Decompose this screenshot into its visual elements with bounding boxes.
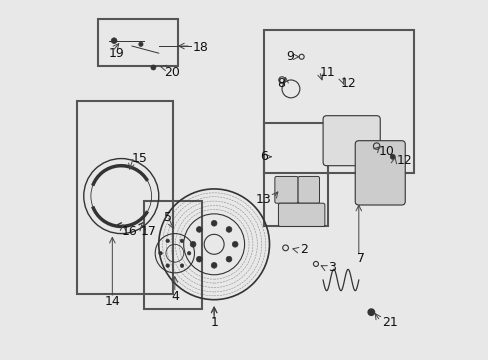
Circle shape: [367, 309, 374, 315]
Circle shape: [389, 154, 394, 159]
Bar: [264, 123, 328, 226]
Bar: [264, 30, 413, 173]
Text: 8: 8: [277, 77, 285, 90]
Circle shape: [232, 242, 238, 247]
Text: 18: 18: [192, 41, 208, 54]
Circle shape: [211, 262, 217, 268]
Bar: [144, 202, 201, 309]
Text: 4: 4: [170, 289, 179, 303]
Text: 13: 13: [255, 193, 271, 206]
Circle shape: [225, 226, 231, 232]
FancyBboxPatch shape: [323, 116, 380, 166]
Circle shape: [187, 251, 190, 255]
Text: 12: 12: [340, 77, 356, 90]
Circle shape: [165, 239, 169, 243]
Circle shape: [165, 264, 169, 267]
Text: 15: 15: [132, 152, 147, 165]
Circle shape: [159, 251, 162, 255]
Text: 16: 16: [121, 225, 137, 238]
Text: 3: 3: [328, 261, 336, 274]
Text: 19: 19: [108, 47, 124, 60]
Text: 1: 1: [210, 316, 218, 329]
Text: 6: 6: [259, 150, 267, 163]
Circle shape: [151, 65, 156, 70]
Bar: [98, 19, 178, 66]
Text: 21: 21: [381, 316, 397, 329]
Text: 7: 7: [356, 252, 364, 265]
Circle shape: [211, 220, 217, 226]
Circle shape: [196, 226, 202, 232]
Circle shape: [111, 38, 117, 44]
Text: 5: 5: [164, 211, 172, 224]
Text: 14: 14: [104, 295, 120, 308]
Circle shape: [180, 264, 183, 267]
Circle shape: [180, 239, 183, 243]
Text: 12: 12: [395, 154, 411, 167]
Circle shape: [225, 256, 231, 262]
Text: 11: 11: [319, 66, 335, 79]
Text: 17: 17: [141, 225, 157, 238]
Text: 10: 10: [378, 145, 393, 158]
Circle shape: [196, 256, 202, 262]
Bar: [77, 102, 173, 294]
Circle shape: [139, 42, 143, 46]
Text: 2: 2: [299, 243, 307, 256]
Text: 9: 9: [286, 50, 294, 63]
FancyBboxPatch shape: [354, 141, 405, 205]
FancyBboxPatch shape: [278, 203, 324, 226]
FancyBboxPatch shape: [274, 176, 298, 203]
Text: 20: 20: [164, 66, 180, 79]
FancyBboxPatch shape: [298, 176, 319, 203]
Circle shape: [190, 242, 196, 247]
